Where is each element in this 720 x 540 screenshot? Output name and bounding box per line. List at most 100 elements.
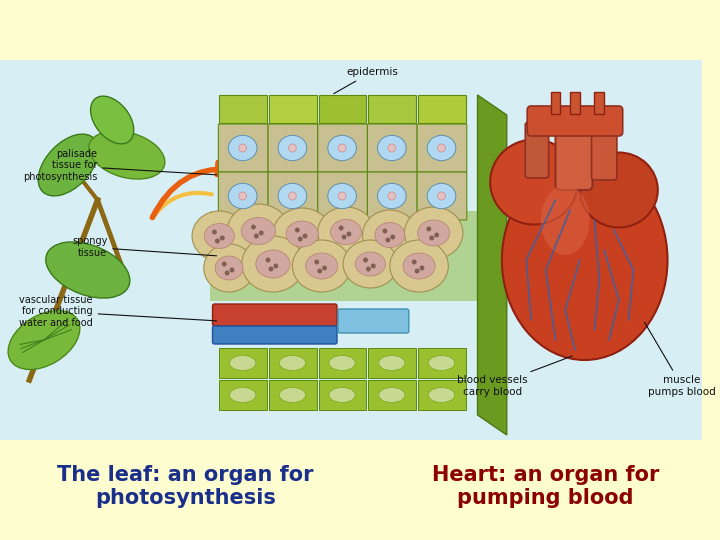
Bar xyxy=(319,348,366,378)
FancyArrowPatch shape xyxy=(153,193,212,218)
Ellipse shape xyxy=(541,185,590,255)
Ellipse shape xyxy=(428,355,454,370)
Circle shape xyxy=(338,226,343,231)
Ellipse shape xyxy=(227,204,289,258)
Ellipse shape xyxy=(273,208,331,260)
Circle shape xyxy=(385,238,390,242)
Circle shape xyxy=(254,233,258,239)
Bar xyxy=(369,125,374,171)
Circle shape xyxy=(388,192,396,200)
Bar xyxy=(269,348,317,378)
Ellipse shape xyxy=(379,355,405,370)
Circle shape xyxy=(420,266,424,271)
Bar xyxy=(369,173,374,219)
Bar xyxy=(319,380,366,410)
FancyBboxPatch shape xyxy=(526,122,549,178)
Ellipse shape xyxy=(403,253,435,279)
FancyBboxPatch shape xyxy=(218,172,268,220)
Bar xyxy=(261,173,267,219)
Ellipse shape xyxy=(375,222,405,247)
Bar xyxy=(410,125,416,171)
Ellipse shape xyxy=(390,240,449,292)
Circle shape xyxy=(289,192,297,200)
Bar xyxy=(418,95,466,123)
Ellipse shape xyxy=(427,184,456,208)
Ellipse shape xyxy=(428,388,454,402)
Ellipse shape xyxy=(230,355,256,370)
Bar xyxy=(311,125,317,171)
Circle shape xyxy=(225,271,230,275)
Bar xyxy=(418,173,424,219)
FancyBboxPatch shape xyxy=(318,124,367,172)
Ellipse shape xyxy=(278,184,307,208)
Ellipse shape xyxy=(318,207,374,257)
Ellipse shape xyxy=(215,256,243,280)
Ellipse shape xyxy=(329,355,355,370)
Ellipse shape xyxy=(418,220,450,246)
Circle shape xyxy=(415,268,420,273)
Circle shape xyxy=(230,267,235,273)
Bar xyxy=(210,211,477,301)
Circle shape xyxy=(220,235,225,240)
FancyBboxPatch shape xyxy=(212,326,337,344)
Ellipse shape xyxy=(8,310,80,369)
Ellipse shape xyxy=(343,240,397,288)
Text: vascular tissue
for conducting
water and food: vascular tissue for conducting water and… xyxy=(19,295,217,328)
Bar xyxy=(220,173,225,219)
FancyArrowPatch shape xyxy=(153,163,230,218)
Bar xyxy=(0,440,701,540)
Ellipse shape xyxy=(377,184,406,208)
Circle shape xyxy=(412,260,417,265)
Polygon shape xyxy=(477,95,507,435)
Bar xyxy=(220,348,267,378)
Ellipse shape xyxy=(278,136,307,160)
Bar xyxy=(220,95,267,123)
Ellipse shape xyxy=(228,136,257,160)
Bar xyxy=(261,125,267,171)
Bar xyxy=(220,125,225,171)
Ellipse shape xyxy=(490,139,578,225)
Bar xyxy=(418,125,424,171)
Ellipse shape xyxy=(38,134,99,196)
Bar xyxy=(0,60,701,440)
Text: spongy
tissue: spongy tissue xyxy=(72,237,217,258)
Circle shape xyxy=(438,192,446,200)
Ellipse shape xyxy=(228,184,257,208)
Circle shape xyxy=(322,266,327,271)
Ellipse shape xyxy=(328,136,356,160)
FancyBboxPatch shape xyxy=(555,110,593,190)
Circle shape xyxy=(298,237,302,241)
Bar xyxy=(269,173,275,219)
FancyBboxPatch shape xyxy=(318,172,367,220)
Bar xyxy=(418,380,466,410)
Bar xyxy=(595,92,604,114)
Circle shape xyxy=(274,264,279,268)
Ellipse shape xyxy=(580,152,658,227)
Circle shape xyxy=(371,264,376,268)
Ellipse shape xyxy=(502,160,667,360)
FancyBboxPatch shape xyxy=(268,124,318,172)
Circle shape xyxy=(295,227,300,233)
Circle shape xyxy=(269,267,274,272)
Ellipse shape xyxy=(329,388,355,402)
Circle shape xyxy=(390,234,395,240)
Circle shape xyxy=(215,239,220,244)
Circle shape xyxy=(315,260,319,265)
Bar xyxy=(570,92,580,114)
Bar xyxy=(319,125,325,171)
Ellipse shape xyxy=(241,218,276,245)
Bar xyxy=(369,380,416,410)
Circle shape xyxy=(438,144,446,152)
Text: epidermis: epidermis xyxy=(334,67,398,93)
Circle shape xyxy=(346,232,351,237)
Ellipse shape xyxy=(230,388,256,402)
Circle shape xyxy=(366,267,371,272)
Circle shape xyxy=(239,192,247,200)
Ellipse shape xyxy=(356,252,385,276)
FancyBboxPatch shape xyxy=(592,119,617,180)
Text: blood vessels
carry blood: blood vessels carry blood xyxy=(456,356,572,397)
Circle shape xyxy=(239,144,247,152)
Ellipse shape xyxy=(279,355,305,370)
Bar xyxy=(361,125,366,171)
Circle shape xyxy=(338,144,346,152)
